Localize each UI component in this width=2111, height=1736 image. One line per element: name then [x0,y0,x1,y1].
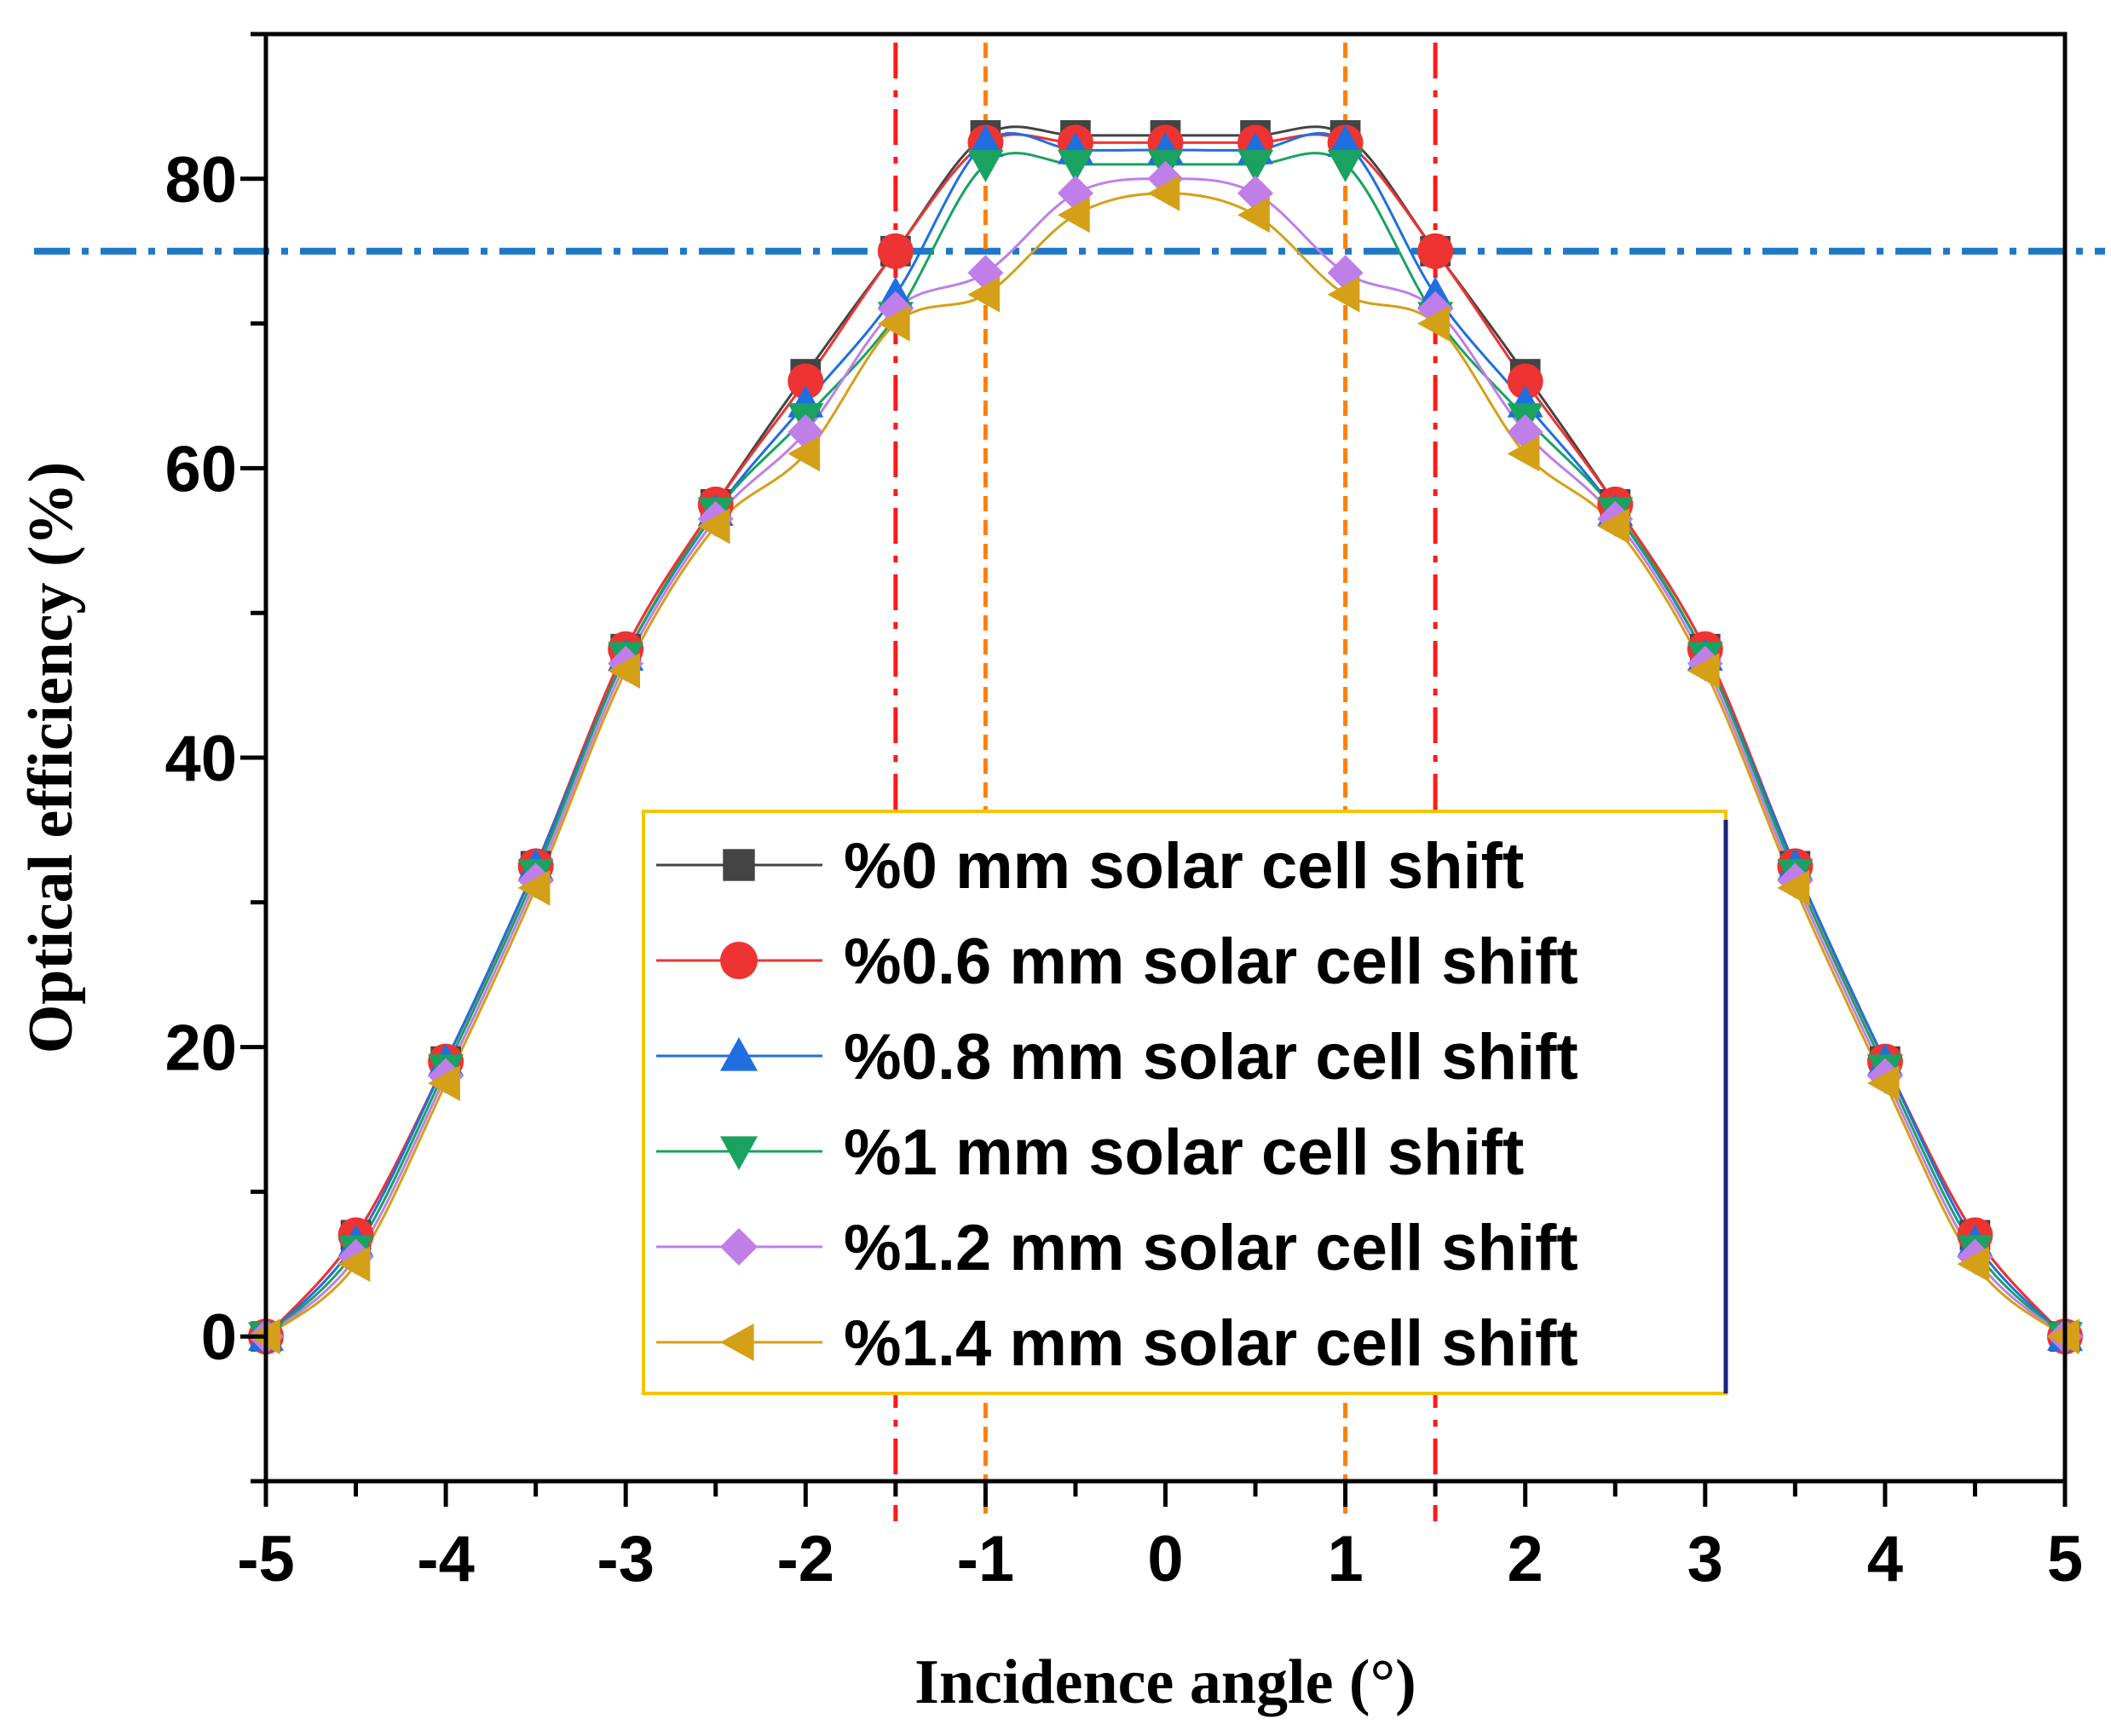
legend-marker-1-mm-solar-cell-shift [720,1136,758,1170]
y-axis-title: Optical efficiency (%) [16,462,86,1054]
legend-label: %1.4 mm solar cell shift [844,1307,1578,1380]
legend-items: %0 mm solar cell shift %0.6 mm solar cell… [656,830,1578,1380]
data-point-1-mm-solar-cell-shift-11 [1237,150,1274,182]
data-point-1-4-mm-solar-cell-shift-2 [428,1065,460,1102]
data-point-1-4-mm-solar-cell-shift-17 [1777,869,1810,906]
x-tick-label: -5 [237,1523,295,1595]
y-tick-label: 60 [164,433,237,505]
x-tick-label: 0 [1147,1523,1183,1595]
data-point-1-4-mm-solar-cell-shift-15 [1597,508,1630,545]
x-tick-label: 4 [1867,1523,1903,1595]
x-tick-label: 5 [2047,1523,2083,1595]
data-point-1-4-mm-solar-cell-shift-13 [1417,305,1450,342]
x-tick-label: -2 [777,1523,835,1595]
x-axis-tick-labels: -5 -4 -3 -2 -1 0 1 2 3 4 5 [237,1523,2083,1595]
y-axis-tick-labels: 0 20 40 60 80 [164,144,237,1374]
data-point-0-6-mm-solar-cell-shift-6 [787,363,824,400]
x-axis-ticks [263,1481,2068,1507]
legend-item-1-2-mm-solar-cell-shift: %1.2 mm solar cell shift [656,1212,1578,1284]
legend-marker-0-8-mm-solar-cell-shift [720,1037,758,1071]
x-tick-label: 2 [1508,1523,1543,1595]
legend-item-0-6-mm-solar-cell-shift: %0.6 mm solar cell shift [656,926,1578,998]
y-tick-label: 20 [164,1012,237,1085]
series-points-1-4-mm-solar-cell-shift [248,175,2079,1355]
data-point-1-4-mm-solar-cell-shift-10 [1147,175,1180,211]
legend-marker-1-4-mm-solar-cell-shift [720,1324,754,1361]
legend: %0 mm solar cell shift %0.6 mm solar cell… [642,810,1728,1395]
data-point-0-8-mm-solar-cell-shift-8 [967,124,1004,158]
legend-item-0-mm-solar-cell-shift: %0 mm solar cell shift [656,830,1524,903]
legend-box [642,810,1727,1395]
legend-label: %0.8 mm solar cell shift [844,1021,1578,1093]
legend-item-0-8-mm-solar-cell-shift: %0.8 mm solar cell shift [656,1021,1578,1093]
data-point-1-4-mm-solar-cell-shift-16 [1687,653,1720,689]
legend-label: %0.6 mm solar cell shift [844,926,1578,998]
x-axis-title: Incidence angle (°) [914,1647,1416,1717]
x-tick-label: -3 [597,1523,655,1595]
legend-label: %1.2 mm solar cell shift [844,1212,1578,1284]
y-tick-label: 80 [164,144,237,216]
data-point-1-mm-solar-cell-shift-8 [967,150,1004,182]
data-point-1-mm-solar-cell-shift-12 [1327,150,1364,182]
x-tick-label: 3 [1687,1523,1723,1595]
y-tick-label: 0 [201,1301,237,1374]
data-point-0-8-mm-solar-cell-shift-12 [1327,124,1364,158]
data-point-1-4-mm-solar-cell-shift-1 [337,1246,371,1283]
y-tick-label: 40 [164,723,237,795]
legend-marker-0-6-mm-solar-cell-shift [720,942,758,979]
legend-label: %0 mm solar cell shift [844,830,1524,903]
legend-marker-0-mm-solar-cell-shift [723,849,755,881]
data-point-1-4-mm-solar-cell-shift-19 [1957,1246,1990,1283]
data-point-1-4-mm-solar-cell-shift-8 [967,276,1001,313]
data-point-1-4-mm-solar-cell-shift-14 [1507,435,1540,472]
data-point-1-4-mm-solar-cell-shift-3 [517,869,551,906]
data-point-1-4-mm-solar-cell-shift-5 [697,508,730,545]
series-markers [248,120,2083,1355]
data-point-1-4-mm-solar-cell-shift-6 [787,435,821,472]
data-point-0-6-mm-solar-cell-shift-14 [1507,363,1543,400]
data-point-1-4-mm-solar-cell-shift-7 [877,305,910,342]
data-point-1-4-mm-solar-cell-shift-12 [1327,276,1360,313]
data-point-0-6-mm-solar-cell-shift-7 [877,233,914,269]
data-point-1-mm-solar-cell-shift-9 [1057,150,1093,182]
data-point-1-4-mm-solar-cell-shift-9 [1057,197,1090,234]
x-tick-label: -1 [957,1523,1015,1595]
legend-item-1-mm-solar-cell-shift: %1 mm solar cell shift [656,1116,1524,1189]
legend-item-1-4-mm-solar-cell-shift: %1.4 mm solar cell shift [656,1307,1578,1380]
y-axis-ticks [240,32,266,1484]
data-point-1-4-mm-solar-cell-shift-4 [608,653,640,689]
legend-label: %1 mm solar cell shift [844,1116,1524,1189]
data-point-0-6-mm-solar-cell-shift-13 [1417,233,1454,269]
legend-marker-1-2-mm-solar-cell-shift [720,1228,758,1266]
data-point-1-4-mm-solar-cell-shift-18 [1866,1065,1900,1102]
data-point-1-4-mm-solar-cell-shift-11 [1237,197,1270,234]
x-tick-label: 1 [1327,1523,1363,1595]
x-tick-label: -4 [417,1523,475,1595]
